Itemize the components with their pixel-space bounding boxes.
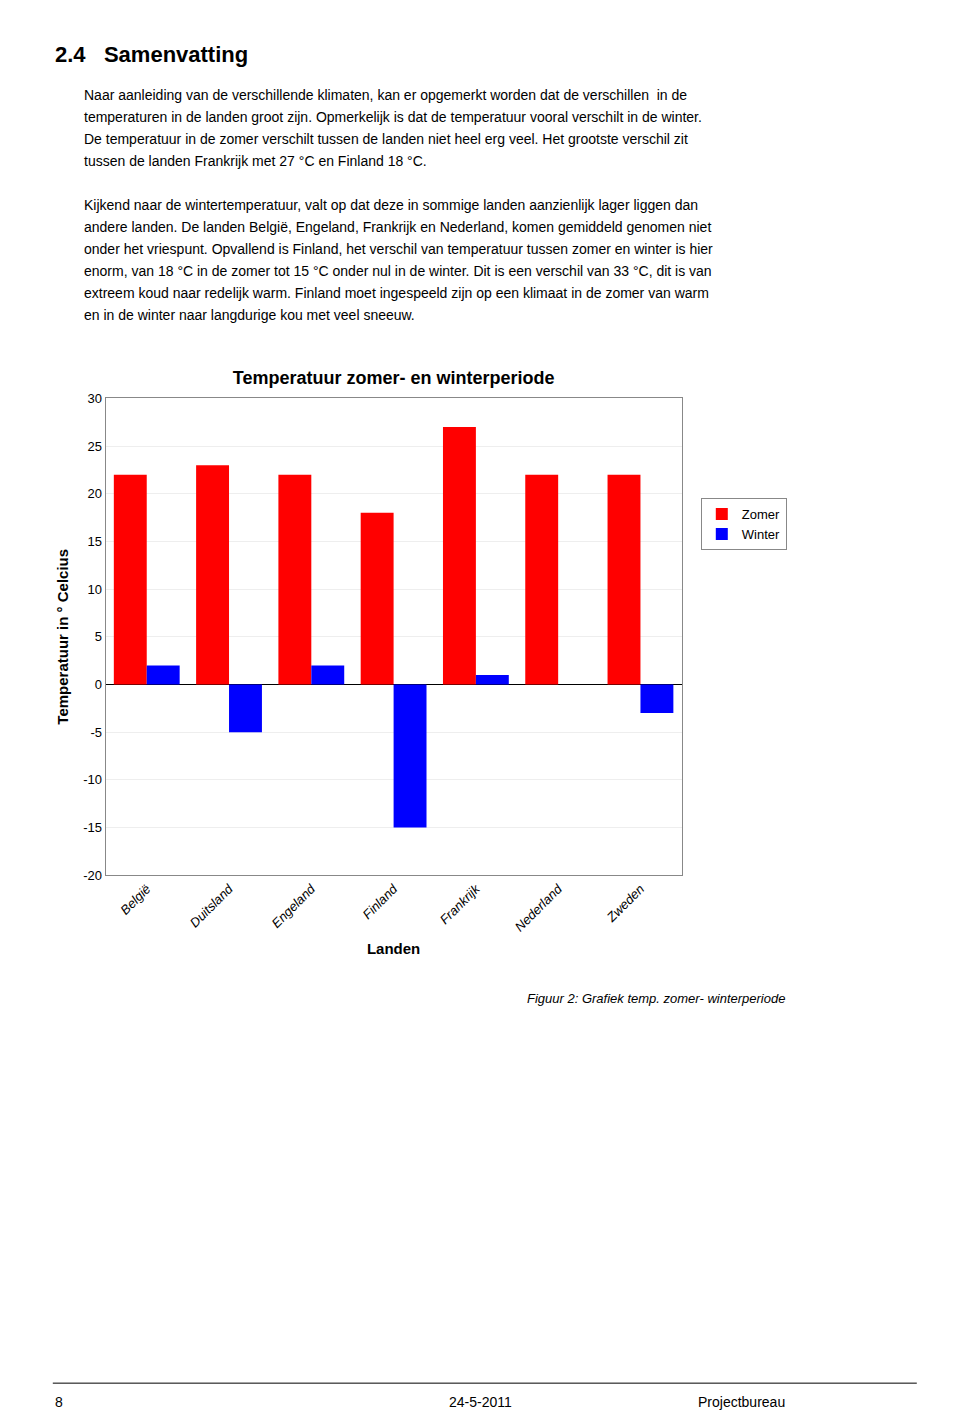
svg-text:Landen: Landen [367,940,420,957]
svg-text:Engeland: Engeland [269,881,319,931]
svg-text:Naar aanleiding van de verschi: Naar aanleiding van de verschillende kli… [84,87,687,103]
svg-text:2.4 Samenvatting: 2.4 Samenvatting [55,42,248,67]
svg-text:15: 15 [88,534,102,549]
svg-text:en in de winter naar langdurig: en in de winter naar langdurige kou met … [84,307,415,323]
svg-text:België: België [117,881,153,917]
svg-text:onder het vriespunt. Opvallend: onder het vriespunt. Opvallend is Finlan… [84,241,713,257]
svg-text:Projectbureau: Projectbureau [698,1394,785,1410]
svg-text:tussen de landen Frankrijk met: tussen de landen Frankrijk met 27 °C en … [84,153,427,169]
svg-text:Figuur 2: Grafiek temp. zomer-: Figuur 2: Grafiek temp. zomer- winterper… [527,991,785,1006]
svg-text:-20: -20 [83,868,102,883]
svg-text:30: 30 [88,391,102,406]
svg-text:-5: -5 [90,725,102,740]
svg-text:25: 25 [88,439,102,454]
svg-text:Zweden: Zweden [603,881,647,925]
svg-text:De temperatuur in de zomer ver: De temperatuur in de zomer verschilt tus… [84,131,688,147]
svg-text:andere landen. De landen Belgi: andere landen. De landen België, Engelan… [84,219,711,235]
svg-text:0: 0 [95,677,102,692]
svg-text:Frankrijk: Frankrijk [437,880,484,927]
svg-text:Temperatuur in ° Celcius: Temperatuur in ° Celcius [54,549,71,725]
svg-text:enorm, van 18 °C in de zomer t: enorm, van 18 °C in de zomer tot 15 °C o… [84,263,712,279]
svg-text:-10: -10 [83,772,102,787]
svg-text:Duitsland: Duitsland [187,881,236,930]
svg-text:Finland: Finland [360,881,401,922]
svg-text:Kijkend naar de wintertemperat: Kijkend naar de wintertemperatuur, valt … [84,197,698,213]
svg-text:Winter: Winter [742,527,780,542]
svg-text:extreem koud naar redelijk war: extreem koud naar redelijk warm. Finland… [84,285,709,301]
svg-text:20: 20 [88,486,102,501]
svg-text:5: 5 [95,629,102,644]
svg-text:10: 10 [88,582,102,597]
svg-text:24-5-2011: 24-5-2011 [449,1394,512,1410]
svg-text:8: 8 [55,1394,63,1410]
svg-text:temperaturen in de landen groo: temperaturen in de landen groot zijn. Op… [84,109,702,125]
svg-text:Nederland: Nederland [512,881,566,935]
svg-text:-15: -15 [83,820,102,835]
svg-text:Zomer: Zomer [742,507,780,522]
svg-text:Temperatuur zomer- en winterpe: Temperatuur zomer- en winterperiode [233,368,555,388]
